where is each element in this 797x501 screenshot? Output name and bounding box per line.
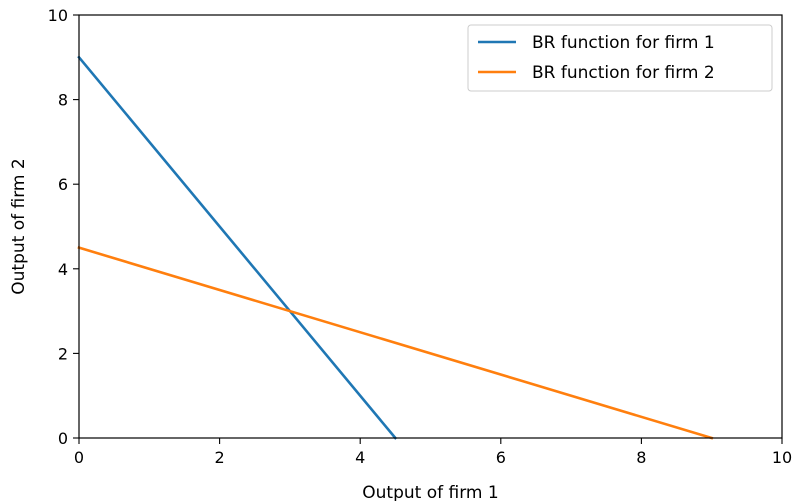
plot-frame: [78, 14, 783, 439]
series-line-firm-1: [77, 55, 398, 440]
x-axis-label: Output of firm 1: [362, 483, 498, 501]
y-tick-label: 4: [58, 260, 68, 279]
y-tick-label: 10: [48, 6, 68, 25]
y-tick-label: 0: [58, 429, 68, 448]
legend-label-firm-2: BR function for firm 2: [532, 63, 715, 83]
legend-label-firm-1: BR function for firm 1: [532, 33, 715, 53]
series-layer: [77, 55, 714, 440]
x-tick-label: 10: [772, 448, 792, 467]
y-tick-label: 2: [58, 344, 68, 363]
x-tick-label: 4: [355, 448, 365, 467]
x-tick-label: 6: [496, 448, 506, 467]
legend: BR function for firm 1 BR function for fi…: [467, 24, 773, 92]
x-tick-label: 2: [215, 448, 225, 467]
x-tick-label: 8: [636, 448, 646, 467]
x-tick-label: 0: [74, 448, 84, 467]
y-axis-label: Output of firm 2: [9, 158, 29, 294]
series-line-firm-2: [77, 246, 714, 440]
y-tick-label: 8: [58, 91, 68, 110]
y-tick-label: 6: [58, 175, 68, 194]
y-axis-ticks: 0 2 4 6 8 10: [48, 6, 79, 448]
legend-box: [467, 24, 773, 92]
x-axis-ticks: 0 2 4 6 8 10: [74, 438, 792, 467]
